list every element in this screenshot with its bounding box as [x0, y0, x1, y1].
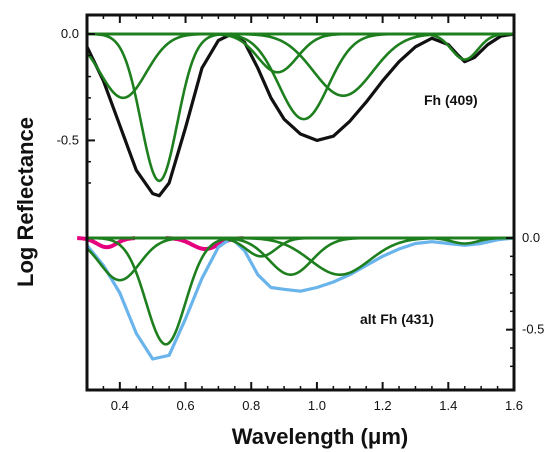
panel-label-alt-fh-431: alt Fh (431): [360, 311, 434, 327]
panel-2: [77, 236, 515, 361]
y-tick-label: -0.5: [57, 132, 79, 147]
gaussian-band-1: [85, 32, 514, 100]
panel-label-fh-409: Fh (409): [424, 92, 478, 108]
x-tick-label: 1.4: [439, 398, 457, 413]
panel-1: [85, 32, 515, 198]
x-tick-label: 1.6: [505, 398, 523, 413]
plot-frame: [85, 13, 516, 392]
x-tick-label: 0.4: [111, 398, 129, 413]
x-tick-label: 1.0: [308, 398, 326, 413]
y-tick-label: -0.5: [522, 322, 544, 337]
y-tick-label: 0.0: [522, 230, 540, 245]
y-axes: 0.0 -0.5 0.0 -0.5: [57, 26, 544, 368]
gaussian-band-6: [87, 32, 515, 61]
x-axis-title: Wavelength (μm): [232, 424, 408, 449]
plot-content: [77, 32, 515, 361]
y-tick-label: 0.0: [61, 26, 79, 41]
spectrum-line: [85, 236, 515, 361]
spectrum-line: [85, 32, 515, 198]
gaussian-band-6: [87, 236, 515, 245]
x-tick-label: 1.2: [374, 398, 392, 413]
x-axis: 0.4 0.6 0.8 1.0 1.2 1.4 1.6: [86, 15, 523, 413]
y-axis-title: Log Reflectance: [13, 117, 38, 287]
x-tick-label: 0.8: [242, 398, 260, 413]
x-tick-label: 0.6: [176, 398, 194, 413]
